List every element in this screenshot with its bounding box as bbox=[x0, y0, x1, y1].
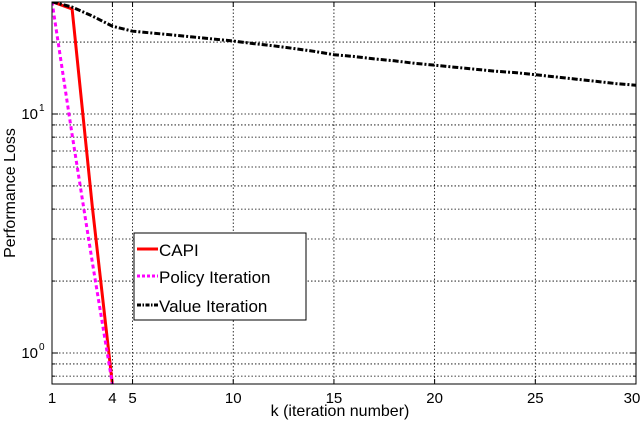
series-line-policy-iteration bbox=[52, 2, 114, 384]
y-axis-label: Performance Loss bbox=[2, 128, 19, 258]
plot-area-border bbox=[51, 1, 637, 385]
x-tick-label: 1 bbox=[48, 390, 56, 407]
series-line-value-iteration bbox=[52, 2, 636, 87]
x-tick-label: 15 bbox=[326, 390, 343, 407]
grid-lines bbox=[52, 2, 636, 384]
y-tick-label-exponent: 1 bbox=[39, 103, 45, 114]
x-tick-label: 30 bbox=[624, 390, 640, 407]
x-tick-label: 10 bbox=[225, 390, 242, 407]
y-tick-label-exponent: 0 bbox=[39, 342, 45, 353]
x-tick-label: 25 bbox=[527, 390, 544, 407]
y-tick-label: 10 bbox=[21, 106, 38, 123]
legend-label-policy-iteration: Policy Iteration bbox=[159, 268, 271, 287]
data-series bbox=[52, 2, 636, 384]
legend-label-capi: CAPI bbox=[159, 241, 199, 260]
x-tick-label: 4 bbox=[108, 390, 116, 407]
legend-label-value-iteration: Value Iteration bbox=[159, 297, 267, 316]
x-axis-label: k (iteration number) bbox=[271, 403, 410, 420]
legend-box bbox=[133, 232, 307, 321]
x-tick-label: 5 bbox=[128, 390, 136, 407]
x-tick-label: 20 bbox=[426, 390, 443, 407]
legend: CAPI Policy Iteration Value Iteration bbox=[133, 232, 307, 321]
series-line-capi bbox=[52, 2, 114, 384]
y-tick-label: 10 bbox=[21, 345, 38, 362]
axes bbox=[51, 1, 637, 385]
